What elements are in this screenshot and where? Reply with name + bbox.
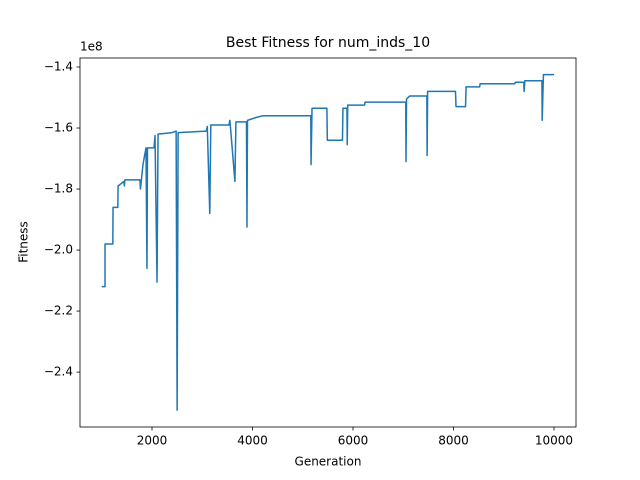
x-tick-label: 6000	[338, 434, 369, 448]
x-axis-label: Generation	[295, 455, 362, 469]
y-offset-text: 1e8	[80, 40, 103, 54]
data-line	[101, 73, 554, 411]
y-tick-label: −2.2	[44, 304, 73, 318]
axes-frame	[79, 57, 577, 428]
x-tick-label: 8000	[438, 434, 469, 448]
x-tick-label: 2000	[137, 434, 168, 448]
y-tick-label: −1.8	[44, 182, 73, 196]
x-tick-label: 10000	[535, 434, 573, 448]
x-tick-label: 4000	[237, 434, 268, 448]
y-axis-label: Fitness	[17, 221, 31, 263]
y-tick-label: −1.4	[44, 60, 73, 74]
chart-title: Best Fitness for num_inds_10	[226, 35, 430, 51]
y-tick-label: −2.4	[44, 365, 73, 379]
y-tick-label: −2.0	[44, 243, 73, 257]
y-tick-label: −1.6	[44, 121, 73, 135]
